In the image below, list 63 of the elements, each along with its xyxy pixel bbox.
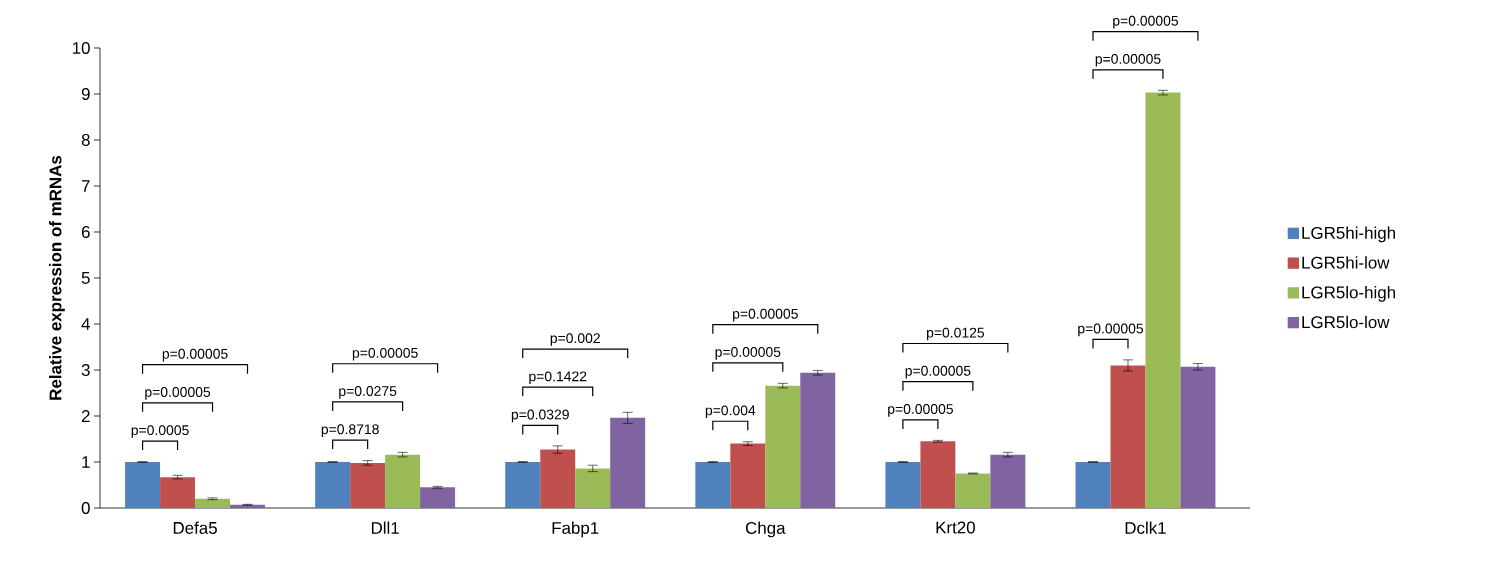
annotation: p=0.00005: [352, 347, 418, 361]
x-tick-label: Chga: [745, 521, 786, 538]
bar: [540, 449, 576, 508]
x-tick-label: Krt20: [936, 521, 975, 534]
annotation: p=0.00005: [888, 404, 953, 417]
y-tick-label: 0: [81, 502, 90, 514]
bar: [420, 487, 456, 508]
bar: [920, 441, 956, 508]
legend-label: LGR5lo-high: [1302, 286, 1395, 302]
annotation: p=0.00005: [145, 387, 211, 400]
bar: [575, 468, 611, 508]
y-tick-label: 10: [72, 42, 90, 54]
bar: [800, 372, 836, 508]
bar: [1145, 92, 1181, 508]
annotation: p=0.0005: [131, 425, 189, 438]
annotation: p=0.00005: [715, 346, 781, 360]
bar: [695, 462, 731, 508]
annotation: p=0.8718: [321, 424, 379, 437]
annotation: p=0.0125: [927, 327, 985, 341]
bar: [765, 385, 801, 508]
annotation: p=0.1422: [529, 371, 587, 385]
y-tick-label: 8: [81, 134, 90, 146]
legend-label: LGR5lo-low: [1302, 315, 1390, 329]
y-axis-title: Relative expression of mRNAs: [49, 155, 65, 400]
annotation: p=0.00005: [905, 365, 971, 379]
y-tick-label: 1: [82, 456, 90, 468]
y-tick-label: 6: [81, 226, 90, 238]
x-tick-label: Dll1: [371, 521, 399, 534]
y-tick-label: 2: [81, 410, 90, 422]
annotation: p=0.002: [550, 333, 600, 346]
y-tick-label: 7: [81, 180, 90, 192]
annotation: p=0.00005: [1078, 323, 1144, 337]
y-tick-label: 9: [81, 88, 90, 100]
bar: [990, 454, 1026, 508]
x-tick-label: Fabp1: [552, 521, 599, 538]
bar: [1075, 462, 1111, 508]
bar: [1110, 365, 1146, 508]
annotation: p=0.0329: [511, 409, 569, 423]
bar: [610, 417, 646, 508]
y-tick-label: 3: [81, 364, 90, 376]
bar: [1180, 366, 1216, 508]
annotation: p=0.004: [705, 405, 756, 419]
bar: [505, 462, 541, 508]
legend-label: LGR5hi-low: [1302, 256, 1390, 269]
y-tick-label: 4: [81, 318, 90, 330]
bar: [885, 462, 921, 508]
y-tick-label: 5: [81, 272, 90, 284]
bar: [730, 443, 766, 508]
bar: [195, 498, 231, 508]
annotation: p=0.00005: [733, 308, 798, 322]
bar: [315, 462, 351, 508]
annotation: p=0.00005: [1095, 53, 1161, 67]
bar: [350, 462, 386, 508]
x-tick-label: Defa5: [173, 521, 217, 534]
annotation: p=0.0275: [339, 386, 397, 399]
x-tick-label: Dclk1: [1125, 521, 1166, 534]
text: p=0.00005: [1113, 15, 1179, 29]
bar: [385, 454, 421, 508]
annotation: p=0.00005: [162, 348, 228, 362]
bar: [125, 462, 161, 508]
bar: [160, 477, 196, 508]
legend-label: LGR5hi-high: [1302, 226, 1395, 243]
bar: [955, 473, 991, 508]
